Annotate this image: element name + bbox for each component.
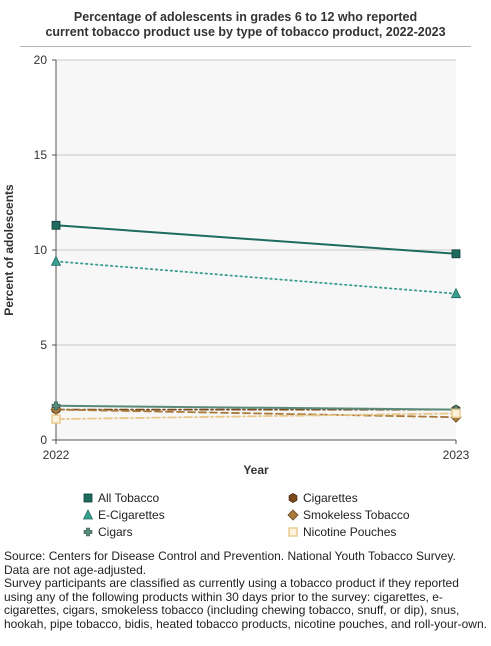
y-tick-label: 0 — [40, 433, 47, 447]
age-adjust-note: Data are not age-adjusted. — [4, 562, 147, 577]
footnotes: Source: Centers for Disease Control and … — [4, 549, 488, 631]
legend-label: All Tobacco — [98, 491, 160, 505]
legend-label: Nicotine Pouches — [303, 525, 397, 539]
x-axis-label: Year — [243, 463, 269, 477]
chart-title: Percentage of adolescents in grades 6 to… — [20, 10, 471, 40]
legend-label: Cigars — [98, 525, 133, 539]
series-line-nicotine-pouches — [55, 412, 457, 421]
chart-title-line-2: current tobacco product use by type of t… — [45, 25, 446, 39]
series-nicotine-pouches — [51, 408, 461, 424]
series-line-cigars — [55, 404, 457, 411]
data-point-all-tobacco — [51, 220, 61, 230]
legend-symbol-all-tobacco — [83, 493, 93, 503]
legend-marker-e-cigarettes — [82, 509, 94, 520]
source-note: Source: Centers for Disease Control and … — [4, 549, 456, 563]
legend-marker-nicotine-pouches — [288, 527, 298, 537]
chart-title-line-1: Percentage of adolescents in grades 6 to… — [73, 10, 418, 24]
y-tick-label: 15 — [34, 148, 48, 162]
legend-label: Smokeless Tobacco — [303, 508, 410, 522]
legend-marker-all-tobacco — [83, 493, 93, 503]
legend-symbol-e-cigarettes — [82, 509, 94, 520]
legend-symbol-smokeless-tobacco — [287, 509, 299, 521]
series-all-tobacco — [51, 220, 461, 259]
y-tick-label: 10 — [34, 243, 48, 257]
data-point-e-cigarettes — [450, 287, 462, 299]
legend-marker-smokeless-tobacco — [287, 509, 299, 521]
data-point-all-tobacco — [451, 249, 461, 259]
y-axis-label: Percent of adolescents — [2, 184, 16, 316]
data-point-cigars — [51, 401, 61, 411]
title-divider — [20, 46, 471, 47]
legend-marker-cigarettes — [288, 493, 298, 503]
series-group — [50, 220, 462, 424]
data-point-nicotine-pouches — [451, 408, 461, 419]
series-line-e-cigarettes — [55, 260, 457, 295]
legend-marker-cigars — [83, 527, 93, 537]
legend-label: Cigarettes — [303, 491, 358, 505]
legend-symbol-nicotine-pouches — [288, 527, 298, 537]
legend-symbol-cigars — [83, 527, 93, 537]
x-tick-label: 2022 — [43, 448, 70, 462]
legend-label: E-Cigarettes — [98, 508, 165, 522]
data-point-e-cigarettes — [50, 255, 62, 266]
y-tick-label: 5 — [40, 338, 47, 352]
x-tick-label: 2023 — [443, 448, 470, 462]
axes: 0 5 10 15 20 2022 2023 — [34, 53, 470, 462]
definition-note: Survey participants are classified as cu… — [4, 576, 487, 631]
series-e-cigarettes — [50, 255, 462, 299]
series-line-smokeless-tobacco — [55, 408, 457, 419]
data-point-nicotine-pouches — [51, 414, 61, 424]
series-line-all-tobacco — [55, 224, 457, 255]
line-chart: 0 5 10 15 20 2022 2023 Year Percent of adolesc… — [2, 53, 470, 477]
y-tick-label: 20 — [34, 53, 48, 67]
legend-symbol-cigarettes — [288, 493, 298, 503]
